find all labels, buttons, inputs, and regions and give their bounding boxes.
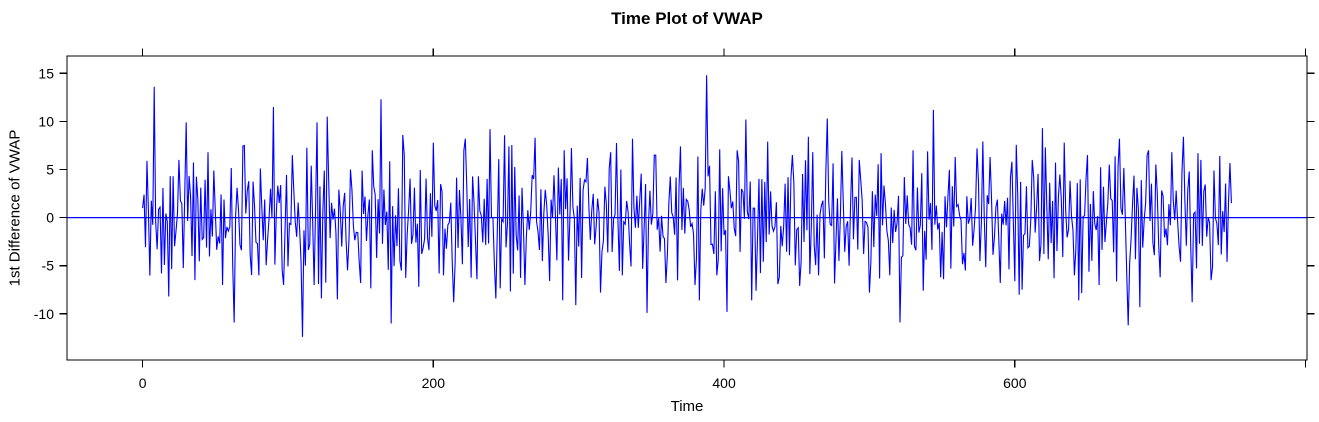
y-tick-label: 5 [46, 162, 54, 178]
series-line [142, 75, 1232, 337]
x-axis-label: Time [670, 398, 704, 415]
page-title: Time Plot of VWAP [611, 9, 763, 28]
x-tick-label: 400 [712, 375, 736, 391]
y-tick-label: 10 [38, 113, 54, 129]
y-tick-label: 0 [46, 210, 54, 226]
y-tick-label: -5 [42, 258, 55, 274]
x-tick-label: 600 [1003, 375, 1027, 391]
plot-box [66, 55, 1308, 361]
y-tick-label: 15 [38, 65, 54, 81]
y-tick-label: -10 [34, 306, 54, 322]
x-tick-label: 200 [422, 375, 446, 391]
x-tick-label: 0 [139, 375, 147, 391]
